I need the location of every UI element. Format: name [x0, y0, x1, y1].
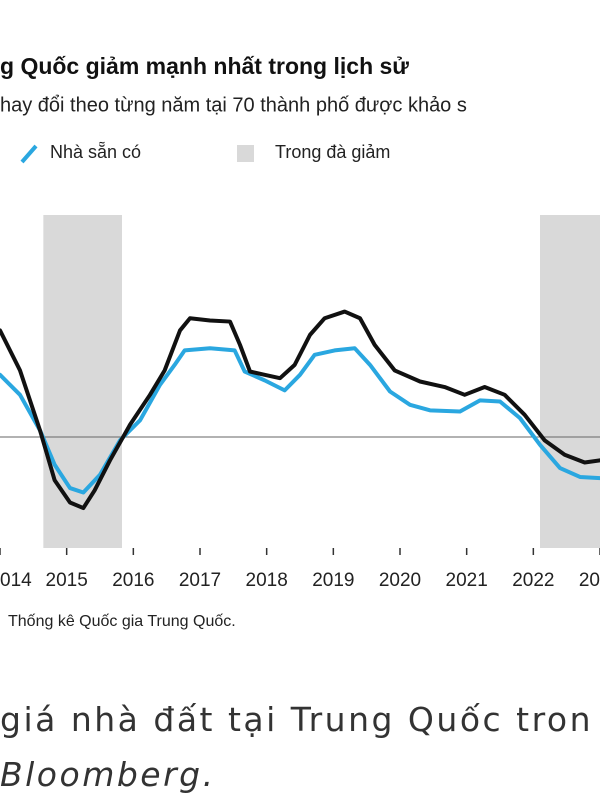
- shaded-period: [540, 215, 600, 548]
- source: Thống kê Quốc gia Trung Quốc.: [8, 613, 236, 630]
- x-tick-label: 2021: [446, 570, 488, 591]
- series-line: [0, 346, 600, 495]
- series-line: [0, 309, 600, 511]
- legend-label: Trong đà giảm: [275, 142, 390, 162]
- legend-swatch: [20, 144, 38, 164]
- x-tick-label: 2018: [246, 570, 288, 591]
- caption-credit: Bloomberg.: [0, 755, 216, 794]
- x-tick-label: 2017: [179, 570, 221, 591]
- legend-label: Nhà sẵn có: [50, 142, 141, 162]
- x-tick-label: 014: [0, 570, 32, 591]
- shaded-period: [43, 215, 123, 548]
- chart-subtitle: hay đổi theo từng năm tại 70 thành phố đ…: [0, 94, 467, 116]
- x-tick-label: 2020: [379, 570, 421, 591]
- x-tick-label: 2016: [112, 570, 154, 591]
- chart-title: g Quốc giảm mạnh nhất trong lịch sử: [0, 53, 409, 79]
- chart: g Quốc giảm mạnh nhất trong lịch sử hay …: [0, 53, 600, 630]
- x-tick-label: 2022: [512, 570, 554, 591]
- caption: giá nhà đất tại Trung Quốc tron: [0, 700, 594, 739]
- x-tick-label: 2015: [46, 570, 88, 591]
- x-tick-label: 20: [579, 570, 600, 591]
- x-tick-label: 2019: [312, 570, 354, 591]
- legend-swatch: [237, 145, 254, 162]
